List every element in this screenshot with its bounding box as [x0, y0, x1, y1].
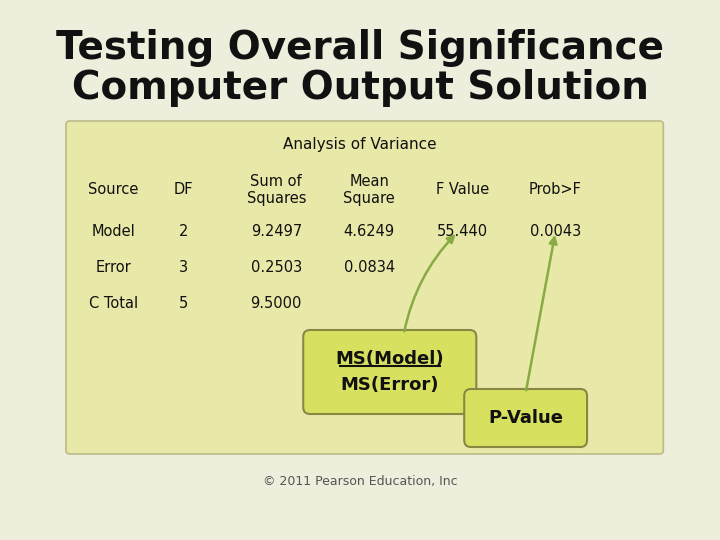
FancyBboxPatch shape	[66, 121, 663, 454]
Text: DF: DF	[174, 183, 193, 198]
Text: Analysis of Variance: Analysis of Variance	[283, 138, 437, 152]
Text: 9.2497: 9.2497	[251, 225, 302, 240]
Text: Error: Error	[96, 260, 131, 275]
Text: 0.0043: 0.0043	[530, 225, 581, 240]
Text: 3: 3	[179, 260, 188, 275]
Text: 0.2503: 0.2503	[251, 260, 302, 275]
Text: 5: 5	[179, 296, 188, 312]
Text: 2: 2	[179, 225, 188, 240]
Text: Square: Square	[343, 191, 395, 206]
Text: F Value: F Value	[436, 183, 489, 198]
Text: Prob>F: Prob>F	[529, 183, 582, 198]
Text: MS(Error): MS(Error)	[341, 376, 439, 394]
Text: Testing Overall Significance: Testing Overall Significance	[56, 29, 664, 67]
Text: 9.5000: 9.5000	[251, 296, 302, 312]
FancyBboxPatch shape	[303, 330, 477, 414]
Text: Squares: Squares	[246, 191, 306, 206]
Text: 4.6249: 4.6249	[343, 225, 395, 240]
Text: P-Value: P-Value	[488, 409, 563, 427]
Text: Sum of: Sum of	[251, 174, 302, 190]
Text: Model: Model	[91, 225, 135, 240]
Text: 0.0834: 0.0834	[343, 260, 395, 275]
Text: MS(Model): MS(Model)	[336, 350, 444, 368]
Text: Computer Output Solution: Computer Output Solution	[71, 69, 649, 107]
Text: C Total: C Total	[89, 296, 138, 312]
Text: © 2011 Pearson Education, Inc: © 2011 Pearson Education, Inc	[263, 476, 457, 489]
Text: 55.440: 55.440	[437, 225, 488, 240]
FancyBboxPatch shape	[464, 389, 587, 447]
Text: Source: Source	[89, 183, 138, 198]
Text: Mean: Mean	[349, 174, 390, 190]
